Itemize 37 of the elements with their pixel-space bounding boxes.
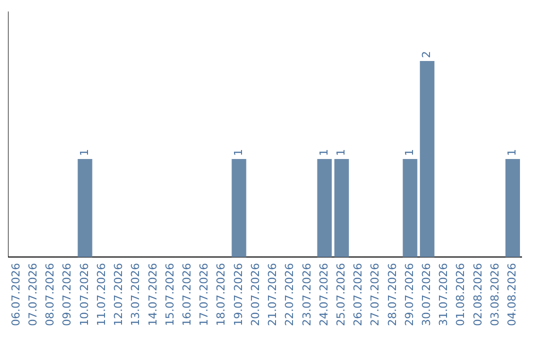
x-tick-label: 14.07.2026	[146, 263, 160, 326]
x-tick-label: 02.08.2026	[471, 263, 484, 326]
x-tick-label: 30.07.2026	[420, 263, 434, 326]
x-tick-label: 09.07.2026	[60, 263, 74, 326]
x-tick-label: 01.08.2026	[454, 263, 468, 326]
data-label: 1	[78, 149, 91, 156]
x-tick-label: 21.07.2026	[266, 263, 280, 326]
data-label: 1	[232, 149, 245, 156]
data-label: 2	[420, 51, 434, 58]
x-tick-label: 24.07.2026	[317, 263, 330, 326]
x-tick-label: 31.07.2026	[437, 263, 450, 326]
x-tick-label: 04.08.2026	[506, 263, 519, 326]
x-tick-label: 03.08.2026	[488, 263, 502, 326]
x-tick-label: 13.07.2026	[129, 263, 142, 326]
x-tick-label: 08.07.2026	[44, 263, 57, 326]
data-label: 1	[317, 149, 330, 156]
data-label: 1	[402, 149, 416, 156]
x-tick-label: 16.07.2026	[180, 263, 194, 326]
x-tick-label: 19.07.2026	[232, 263, 245, 326]
x-tick-label: 11.07.2026	[94, 263, 108, 326]
data-label: 1	[334, 149, 348, 156]
x-tick-label: 20.07.2026	[248, 263, 262, 326]
x-tick-label: 17.07.2026	[198, 263, 211, 326]
x-tick-label: 22.07.2026	[283, 263, 296, 326]
x-tick-label: 27.07.2026	[368, 263, 382, 326]
x-tick-label: 26.07.2026	[352, 263, 365, 326]
x-tick-label: 10.07.2026	[78, 263, 91, 326]
x-tick-label: 12.07.2026	[112, 263, 126, 326]
x-tick-label: 25.07.2026	[334, 263, 348, 326]
x-tick-label: 07.07.2026	[26, 263, 40, 326]
data-label: 1	[506, 149, 519, 156]
x-tick-label: 18.07.2026	[214, 263, 228, 326]
x-tick-label: 23.07.2026	[300, 263, 314, 326]
x-tick-label: 28.07.2026	[386, 263, 399, 326]
x-tick-label: 15.07.2026	[163, 263, 176, 326]
x-tick-label: 29.07.2026	[402, 263, 416, 326]
x-tick-label: 06.07.2026	[9, 263, 22, 326]
